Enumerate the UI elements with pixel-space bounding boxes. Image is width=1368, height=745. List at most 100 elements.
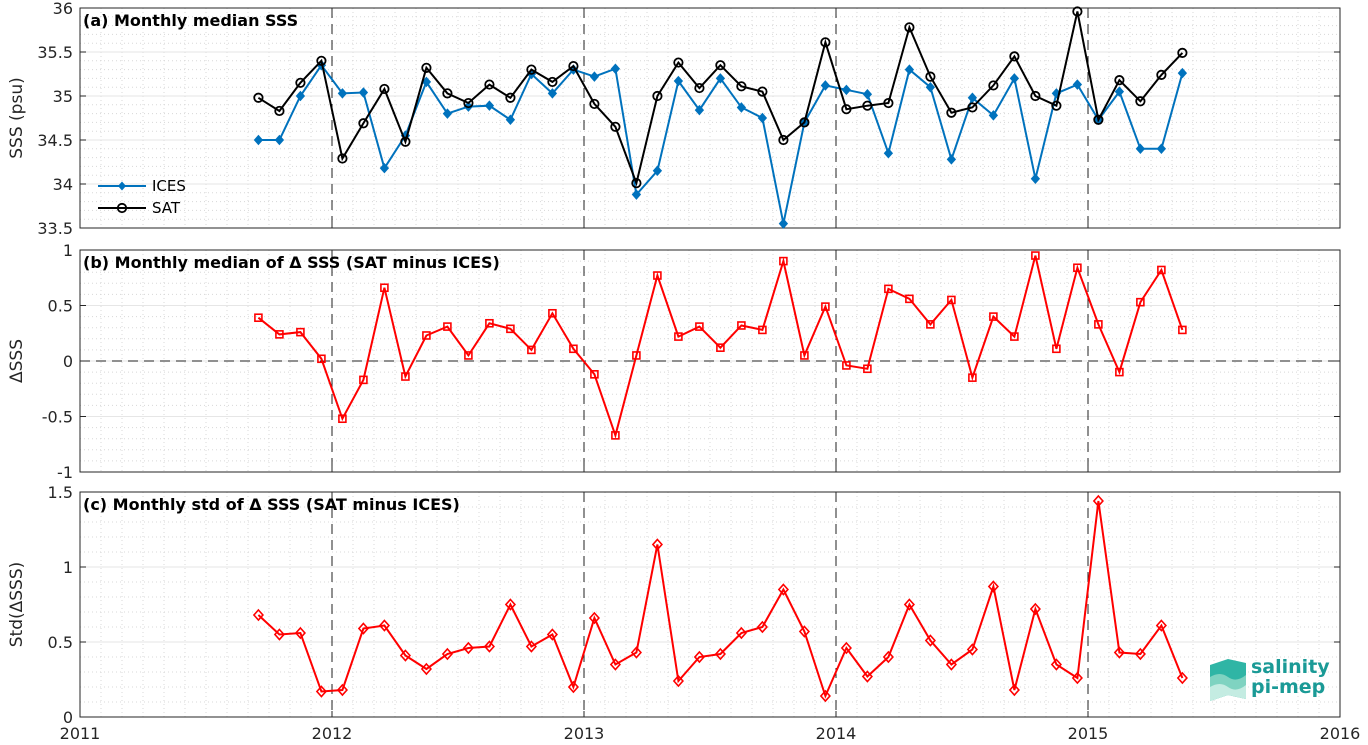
- data-point: [841, 104, 852, 115]
- data-point: [632, 351, 641, 360]
- data-point: [756, 620, 768, 634]
- data-point: [947, 295, 956, 305]
- y-axis-label: SSS (psu): [7, 77, 27, 158]
- data-point: [525, 640, 537, 653]
- x-tick-label: 2012: [312, 724, 353, 743]
- data-point: [968, 373, 977, 382]
- legend-marker: [116, 202, 128, 214]
- data-point: [905, 294, 914, 304]
- data-point: [611, 431, 620, 440]
- data-point: [988, 80, 999, 91]
- data-point: [1010, 332, 1019, 341]
- data-point: [842, 361, 851, 370]
- data-point: [989, 312, 998, 321]
- data-point: [485, 318, 494, 328]
- data-point: [1135, 143, 1146, 155]
- data-point: [316, 55, 327, 66]
- data-point: [1008, 683, 1020, 697]
- data-point: [547, 76, 558, 88]
- data-point: [379, 162, 390, 174]
- y-axis-label: ΔSSS: [7, 339, 27, 383]
- data-point: [443, 322, 452, 331]
- data-point: [337, 153, 348, 164]
- panel-3: 0 0.5 1 1.5 Std(ΔSSS) (c) Monthly std of Δ SS…: [7, 483, 1360, 743]
- data-point: [1050, 658, 1062, 671]
- data-point: [967, 102, 978, 113]
- data-point: [483, 640, 495, 653]
- legend-item: ICES: [98, 177, 186, 195]
- data-point: [1073, 263, 1082, 273]
- data-point: [946, 107, 957, 118]
- data-point: [1093, 114, 1104, 125]
- data-point: [380, 283, 389, 293]
- data-point: [715, 73, 726, 84]
- data-point: [882, 650, 894, 664]
- data-point: [1071, 671, 1083, 685]
- series-delta: [254, 251, 1187, 440]
- data-point: [863, 364, 872, 374]
- data-point: [630, 646, 642, 659]
- y-tick-label: 1: [63, 558, 73, 577]
- data-point: [904, 22, 915, 33]
- data-point: [253, 134, 264, 146]
- data-point: [1029, 602, 1041, 616]
- x-tick-label: 2013: [564, 724, 605, 743]
- data-point: [567, 680, 579, 694]
- data-point: [695, 322, 704, 331]
- y-tick-label: -1: [57, 463, 73, 482]
- data-point: [610, 63, 621, 74]
- data-point: [1155, 619, 1167, 632]
- data-point: [987, 580, 999, 593]
- data-point: [420, 662, 432, 676]
- data-point: [631, 178, 642, 189]
- data-point: [1009, 51, 1020, 62]
- data-point: [693, 650, 705, 664]
- data-point: [505, 92, 516, 103]
- data-point: [841, 84, 852, 96]
- legend-label: SAT: [152, 199, 181, 217]
- data-point: [400, 136, 411, 147]
- data-point: [1157, 265, 1166, 275]
- data-point: [1115, 367, 1124, 377]
- data-point: [275, 330, 284, 339]
- data-point: [590, 370, 599, 379]
- data-point: [672, 674, 684, 688]
- data-point: [1009, 73, 1020, 84]
- data-point: [862, 100, 873, 111]
- data-point: [926, 320, 935, 329]
- data-point: [337, 88, 348, 99]
- panel-2: -1 -0.5 0 0.5 1 ΔSSS (b) Monthly median of Δ S…: [7, 241, 1341, 482]
- data-point: [379, 83, 390, 95]
- axes-frame: [79, 491, 1341, 718]
- data-point: [1135, 96, 1146, 107]
- data-point: [609, 658, 621, 671]
- data-point: [925, 81, 936, 93]
- data-point: [378, 619, 390, 632]
- data-point: [1051, 100, 1062, 111]
- data-point: [777, 583, 789, 596]
- data-point: [1113, 646, 1125, 659]
- data-point: [1156, 69, 1167, 80]
- data-point: [1136, 297, 1145, 307]
- data-point: [589, 71, 600, 82]
- legend-label: ICES: [152, 177, 186, 195]
- panel-title: (b) Monthly median of Δ SSS (SAT minus I…: [83, 253, 500, 272]
- data-point: [694, 104, 705, 116]
- data-point: [988, 110, 999, 121]
- data-point: [798, 625, 810, 638]
- data-point: [631, 189, 642, 200]
- data-point: [464, 351, 473, 360]
- series-line: [257, 255, 1184, 439]
- data-point: [736, 81, 747, 92]
- data-point: [254, 313, 263, 323]
- data-point: [779, 256, 788, 266]
- y-tick-label: 1: [63, 241, 73, 260]
- data-point: [294, 626, 306, 640]
- data-point: [295, 90, 306, 102]
- data-point: [820, 80, 831, 91]
- legend: ICES SAT: [98, 177, 186, 217]
- data-point: [1134, 647, 1146, 661]
- data-point: [484, 100, 495, 111]
- data-point: [548, 308, 557, 318]
